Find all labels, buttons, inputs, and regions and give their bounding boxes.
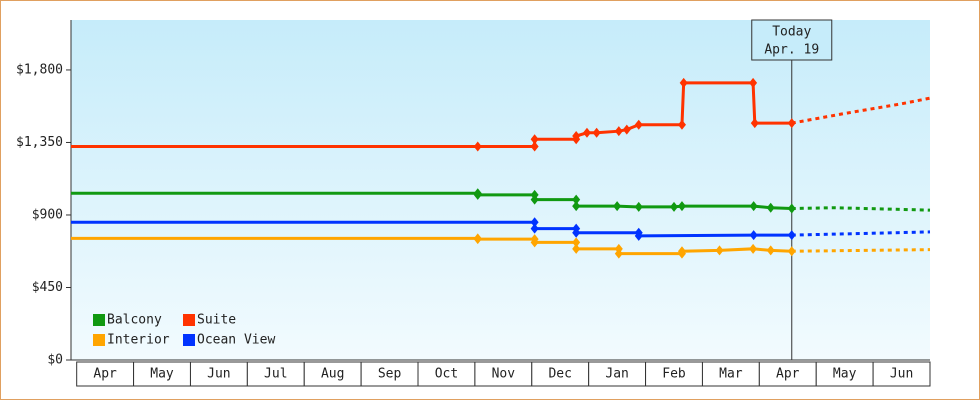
price-point <box>749 201 758 212</box>
price-point <box>634 230 643 241</box>
price-line <box>71 191 792 211</box>
x-tick-label: Nov <box>492 367 516 382</box>
month-cell <box>189 361 248 387</box>
price-point <box>766 202 775 213</box>
y-tick-label: $900 <box>32 207 63 222</box>
legend-label: Suite <box>197 313 236 328</box>
price-point <box>677 246 686 257</box>
price-point <box>530 134 539 145</box>
legend-label: Balcony <box>107 313 162 328</box>
price-point <box>572 194 581 205</box>
price-point <box>614 126 623 137</box>
price-point <box>670 201 679 212</box>
price-point <box>572 243 581 254</box>
month-cell <box>872 361 931 387</box>
plot-area <box>71 20 930 360</box>
price-point <box>749 77 758 88</box>
price-point <box>679 77 688 88</box>
price-point <box>572 201 581 212</box>
x-tick-label: Sep <box>378 367 402 382</box>
price-point <box>787 246 796 257</box>
legend-swatch <box>183 314 195 326</box>
forecast-line <box>791 248 931 253</box>
price-point <box>622 124 631 135</box>
price-point <box>530 141 539 152</box>
x-tick-label: Mar <box>719 367 743 382</box>
legend-swatch <box>93 314 105 326</box>
price-point <box>473 189 482 200</box>
forecast-line <box>791 230 931 237</box>
month-cell <box>588 361 647 387</box>
price-point <box>572 131 581 142</box>
legend-swatch <box>183 334 195 346</box>
x-tick-label: Dec <box>548 367 571 382</box>
forecast-line <box>791 96 931 125</box>
month-cell <box>246 361 305 387</box>
x-tick-label: Aug <box>321 367 344 382</box>
today-label: Apr. 19 <box>764 43 819 58</box>
price-point <box>530 217 539 228</box>
price-point <box>634 119 643 130</box>
price-point <box>634 201 643 212</box>
x-tick-label: Feb <box>662 367 686 382</box>
price-point <box>572 237 581 248</box>
price-point <box>530 194 539 205</box>
month-cell <box>303 361 362 387</box>
price-point <box>530 237 539 248</box>
price-point <box>715 245 724 256</box>
month-cell <box>758 361 817 387</box>
price-point <box>592 127 601 138</box>
today-box <box>751 19 833 61</box>
month-cell <box>133 361 191 387</box>
forecast-line <box>791 206 931 212</box>
x-tick-label: Apr <box>93 367 117 382</box>
price-point <box>613 201 622 212</box>
price-point <box>787 230 796 241</box>
price-point <box>614 248 623 259</box>
price-point <box>572 227 581 238</box>
price-point <box>749 230 758 241</box>
x-tick-label: May <box>150 367 174 382</box>
legend-label: Interior <box>107 333 170 348</box>
y-tick-label: $0 <box>47 353 63 368</box>
price-point <box>582 127 591 138</box>
y-tick-label: $1,800 <box>16 62 63 77</box>
x-tick-label: Oct <box>435 367 458 382</box>
x-tick-label: Jun <box>207 367 230 382</box>
price-point <box>766 245 775 256</box>
legend-swatch <box>93 334 105 346</box>
x-tick-label: Jul <box>264 367 287 382</box>
price-point <box>677 119 686 130</box>
y-tick-label: $1,350 <box>16 135 63 150</box>
month-cell <box>474 361 533 387</box>
x-tick-label: Jan <box>605 367 628 382</box>
x-tick-label: May <box>833 367 857 382</box>
price-point <box>750 118 759 129</box>
y-tick-label: $450 <box>32 280 63 295</box>
month-cell <box>701 361 760 387</box>
today-label: Today <box>772 25 811 40</box>
price-point <box>787 118 796 129</box>
x-tick-label: Apr <box>776 367 800 382</box>
price-point <box>677 201 686 212</box>
month-cell <box>76 361 135 387</box>
price-point <box>530 223 539 234</box>
price-point <box>473 234 482 245</box>
legend-label: Ocean View <box>197 333 275 348</box>
price-point <box>473 141 482 152</box>
x-tick-label: Jun <box>890 367 913 382</box>
price-point <box>749 243 758 254</box>
price-point <box>787 203 796 214</box>
